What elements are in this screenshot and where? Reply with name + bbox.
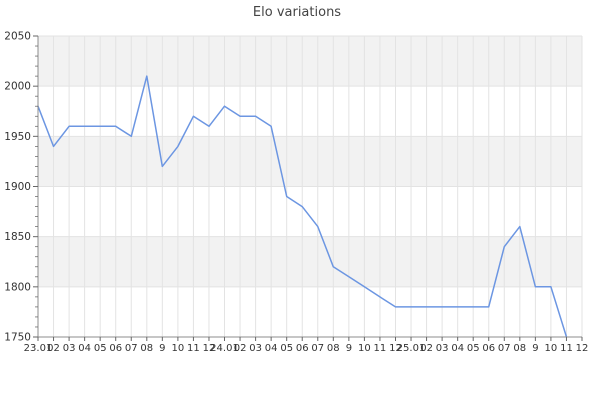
plot-bands [38, 36, 582, 287]
x-tick-label: 04 [78, 343, 91, 354]
x-tick-label: 05 [467, 343, 480, 354]
x-tick-label: 04 [265, 343, 278, 354]
x-tick-label: 02 [47, 343, 60, 354]
y-tick-label-1850: 1850 [4, 231, 31, 243]
x-tick-label: 9 [532, 343, 538, 354]
x-tick-label: 03 [249, 343, 262, 354]
x-tick-label: 12 [576, 343, 589, 354]
gridlines [38, 35, 583, 337]
series-line-elo [37, 75, 568, 338]
y-tick-label-1900: 1900 [4, 181, 31, 193]
x-tick-label: 11 [374, 343, 387, 354]
x-tick-label: 05 [94, 343, 107, 354]
x-tick-label: 24.01 [210, 343, 239, 354]
x-tick-label: 03 [436, 343, 449, 354]
x-tick-label: 05 [280, 343, 293, 354]
x-tick-label: 06 [296, 343, 309, 354]
x-tick-label: 11 [560, 343, 573, 354]
x-tick-label: 12 [389, 343, 402, 354]
x-tick-label: 02 [420, 343, 433, 354]
y-tick-label-1800: 1800 [4, 281, 31, 293]
x-tick-label: 08 [513, 343, 526, 354]
x-tick-label: 03 [63, 343, 76, 354]
y-tick-label-2000: 2000 [4, 81, 31, 93]
elo-series [37, 75, 568, 338]
x-tick-label: 07 [311, 343, 324, 354]
x-tick-label: 25.01 [397, 343, 426, 354]
x-tick-label: 10 [172, 343, 185, 354]
x-tick-label: 08 [327, 343, 340, 354]
band-1900-1950 [38, 136, 582, 187]
y-tick-label-2050: 2050 [4, 31, 31, 43]
chart-title: Elo variations [253, 5, 341, 20]
x-tick-label: 9 [346, 343, 352, 354]
x-tick-label: 06 [482, 343, 495, 354]
band-1800-1850 [38, 236, 582, 287]
x-tick-label: 07 [498, 343, 511, 354]
x-tick-label: 9 [159, 343, 165, 354]
x-tick-label: 10 [545, 343, 558, 354]
x-tick-label: 02 [234, 343, 247, 354]
x-tick-label: 04 [451, 343, 464, 354]
x-tick-label: 23.01 [24, 343, 53, 354]
y-tick-label-1950: 1950 [4, 131, 31, 143]
axes-and-ticks [33, 35, 583, 341]
x-tick-label: 10 [358, 343, 371, 354]
x-tick-label: 08 [140, 343, 153, 354]
x-tick-label: 06 [109, 343, 122, 354]
band-2000-2050 [38, 36, 582, 87]
x-tick-label: 11 [187, 343, 200, 354]
x-tick-label: 12 [203, 343, 216, 354]
y-tick-label-1750: 1750 [4, 332, 31, 344]
x-tick-label: 07 [125, 343, 138, 354]
